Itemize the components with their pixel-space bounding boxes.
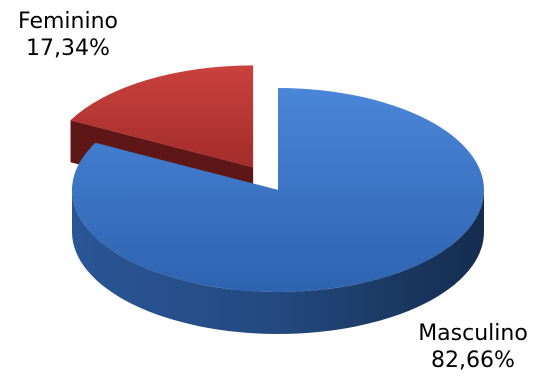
data-label-masculino: Masculino 82,66% (405, 320, 541, 374)
data-label-feminino: Feminino 17,34% (0, 8, 136, 62)
pie-slice-side-masculino (72, 190, 484, 334)
slice-name-masculino: Masculino (418, 321, 528, 346)
slice-value-feminino: 17,34% (26, 36, 110, 61)
slice-value-masculino: 82,66% (431, 348, 515, 373)
slice-name-feminino: Feminino (18, 9, 118, 34)
pie-slice-masculino (71, 88, 484, 293)
pie-slice-feminino (70, 65, 254, 168)
